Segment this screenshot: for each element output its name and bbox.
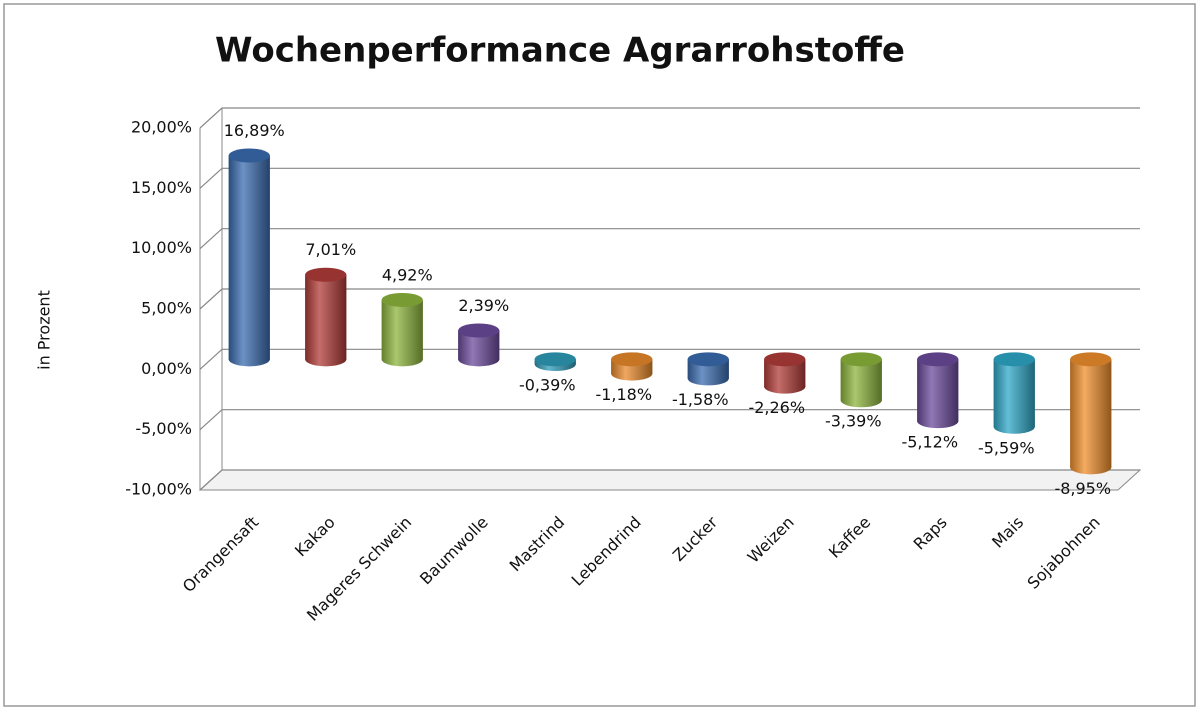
bar bbox=[840, 352, 882, 408]
value-label: -2,26% bbox=[748, 398, 805, 417]
bar bbox=[1070, 352, 1112, 475]
value-label: 16,89% bbox=[224, 121, 285, 140]
value-label: 2,39% bbox=[458, 296, 509, 315]
y-tick-label: 5,00% bbox=[141, 299, 192, 318]
bar bbox=[764, 352, 806, 394]
value-label: -3,39% bbox=[825, 412, 882, 431]
value-label: -5,59% bbox=[978, 438, 1035, 457]
grid-line bbox=[199, 348, 1140, 370]
value-label: -1,58% bbox=[672, 390, 729, 409]
grid-line bbox=[199, 107, 1140, 129]
value-label: -8,95% bbox=[1054, 479, 1111, 498]
y-tick-label: -5,00% bbox=[135, 419, 192, 438]
bar-top bbox=[381, 292, 423, 307]
y-tick-label: 10,00% bbox=[131, 238, 192, 257]
grid-line bbox=[199, 228, 1140, 250]
bar-top bbox=[840, 352, 882, 367]
grid-line bbox=[199, 469, 1140, 491]
grid-line bbox=[199, 288, 1140, 310]
bar-body bbox=[1070, 359, 1112, 468]
frame bbox=[3, 3, 1196, 707]
y-tick-label: 0,00% bbox=[141, 359, 192, 378]
bar bbox=[917, 352, 959, 429]
value-label: 4,92% bbox=[382, 265, 433, 284]
value-label: -1,18% bbox=[595, 385, 652, 404]
bar bbox=[305, 267, 347, 367]
bar-top bbox=[458, 323, 500, 338]
bar-top bbox=[993, 352, 1035, 367]
bar-body bbox=[305, 274, 347, 360]
bar bbox=[534, 352, 576, 372]
bar-top bbox=[764, 352, 806, 367]
bar bbox=[687, 352, 729, 386]
chart-title: Wochenperformance Agrarrohstoffe bbox=[215, 31, 905, 71]
bar-body bbox=[917, 359, 959, 422]
y-tick-label: 20,00% bbox=[131, 118, 192, 137]
y-tick-label: -10,00% bbox=[125, 480, 192, 499]
bar-top bbox=[228, 148, 270, 163]
y-tick-label: 15,00% bbox=[131, 178, 192, 197]
value-label: 7,01% bbox=[305, 240, 356, 259]
floor bbox=[198, 469, 1142, 491]
bar bbox=[458, 323, 500, 367]
bar bbox=[611, 352, 653, 381]
bar-body bbox=[381, 299, 423, 360]
bar bbox=[381, 292, 423, 367]
bar-top bbox=[1070, 352, 1112, 367]
y-axis-title: in Prozent bbox=[35, 290, 54, 370]
bar-top bbox=[305, 267, 347, 282]
bar-top bbox=[611, 352, 653, 367]
value-label: -5,12% bbox=[901, 433, 958, 452]
value-label: -0,39% bbox=[519, 376, 576, 395]
bar-top bbox=[917, 352, 959, 367]
bar-top bbox=[687, 352, 729, 367]
bar bbox=[228, 148, 270, 367]
grid-line bbox=[199, 409, 1140, 431]
bar bbox=[993, 352, 1035, 434]
bar-top bbox=[534, 352, 576, 367]
grid-line bbox=[199, 167, 1140, 189]
bar-body bbox=[228, 155, 270, 360]
bar-body bbox=[993, 359, 1035, 427]
